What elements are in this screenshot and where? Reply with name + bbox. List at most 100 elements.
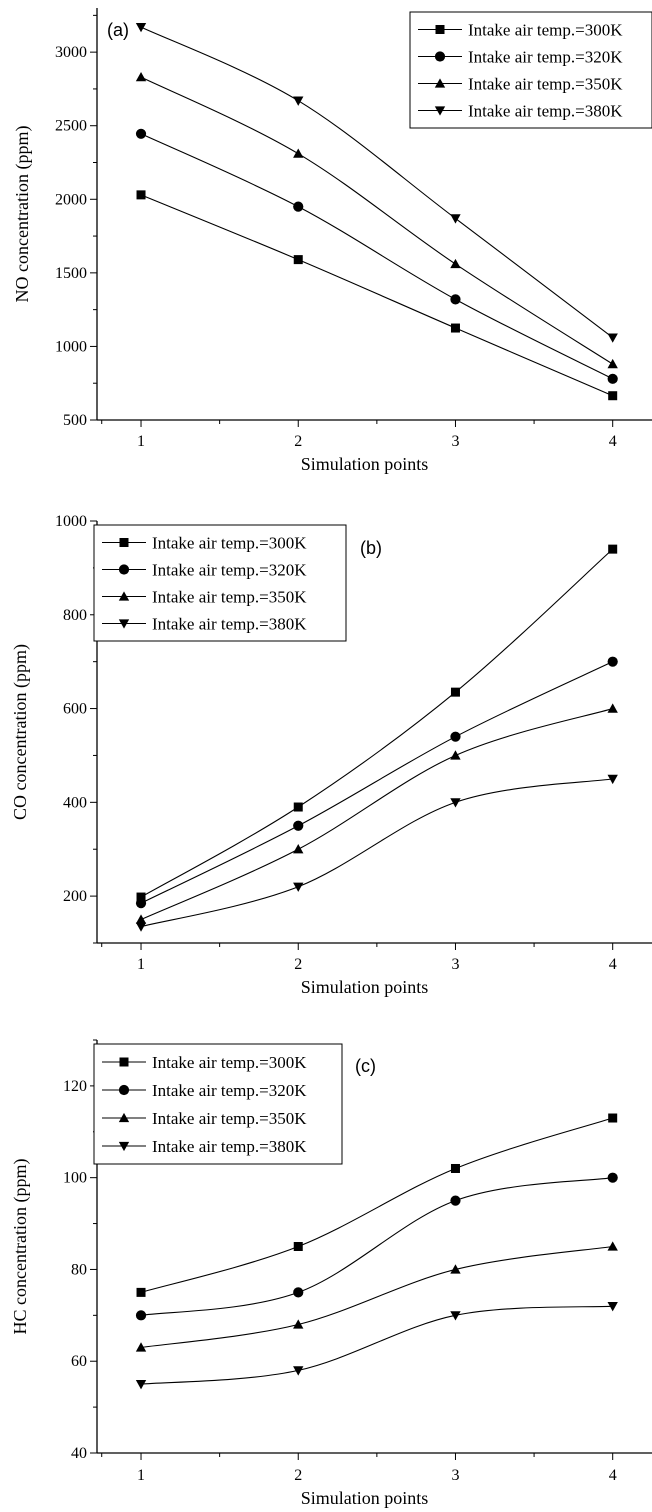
x-tick-label: 2 — [294, 956, 302, 973]
x-tick-label: 4 — [609, 1467, 617, 1484]
series-line-3 — [140, 708, 613, 921]
data-point-series-4 — [135, 922, 147, 932]
y-tick-label: 500 — [63, 412, 87, 429]
y-axis-label: CO concentration (ppm) — [10, 644, 31, 820]
panel-label: (c) — [355, 1056, 376, 1076]
x-tick-label: 2 — [294, 1467, 302, 1484]
series-line-2 — [140, 133, 613, 380]
data-point-series-3 — [293, 844, 304, 854]
data-point-series-3 — [607, 358, 618, 369]
legend-marker — [119, 538, 129, 547]
y-tick-label: 100 — [63, 1170, 87, 1187]
data-point-series-1 — [293, 1242, 303, 1251]
legend-marker — [434, 51, 446, 62]
x-tick-label: 1 — [137, 433, 145, 450]
legend-marker — [118, 1141, 130, 1152]
data-point-series-3 — [293, 148, 304, 158]
series-line-1 — [140, 194, 613, 397]
y-tick-label: 80 — [71, 1261, 87, 1278]
legend-label: Intake air temp.=350K — [152, 588, 307, 607]
legend-label: Intake air temp.=380K — [152, 1137, 307, 1156]
series-line-4 — [140, 1305, 613, 1385]
legend-label: Intake air temp.=380K — [468, 102, 623, 121]
chart-panel-1: 500 1000 1500 2000 2500 3000 1 2 3 4 Simulation po… — [12, 8, 652, 474]
data-point-series-3 — [135, 914, 147, 924]
series-line-4 — [140, 778, 613, 928]
x-tick-label: 4 — [609, 433, 617, 450]
data-point-series-2 — [135, 898, 147, 909]
data-point-series-2 — [293, 1287, 304, 1298]
legend-label: Intake air temp.=300K — [152, 1053, 307, 1072]
legend-label: Intake air temp.=320K — [468, 48, 623, 67]
x-tick-label: 1 — [137, 1467, 145, 1484]
data-point-series-1 — [608, 1113, 618, 1123]
y-tick-label: 1000 — [55, 513, 87, 530]
chart-panel-2: 200 400 600 800 1000 1 2 3 4 Simulation points CO … — [10, 513, 652, 997]
data-point-series-3 — [450, 750, 461, 760]
legend-label: Intake air temp.=300K — [152, 534, 307, 553]
data-point-series-3 — [450, 1264, 461, 1274]
legend-marker — [435, 25, 445, 34]
legend-label: Intake air temp.=320K — [152, 1081, 307, 1100]
data-point-series-1 — [608, 544, 618, 554]
data-point-series-3 — [607, 1241, 618, 1251]
y-tick-label: 400 — [63, 794, 87, 811]
legend-label: Intake air temp.=300K — [468, 21, 623, 40]
data-point-series-2 — [607, 1172, 618, 1183]
legend-marker — [434, 106, 446, 116]
legend-marker — [118, 619, 130, 629]
x-tick-label: 2 — [294, 433, 302, 450]
y-tick-label: 3000 — [55, 44, 87, 61]
data-point-series-4 — [135, 22, 147, 33]
series-line-1 — [140, 1117, 613, 1293]
data-point-series-1 — [136, 1287, 146, 1297]
legend-label: Intake air temp.=350K — [468, 75, 623, 94]
legend-box — [93, 524, 347, 642]
series-line-1 — [140, 548, 614, 898]
data-point-series-2 — [293, 820, 304, 831]
legend-marker — [119, 1057, 129, 1067]
legend-label: Intake air temp.=350K — [152, 1109, 307, 1128]
legend-marker — [118, 1112, 130, 1123]
data-point-series-3 — [293, 1319, 304, 1329]
x-axis-label: Simulation points — [301, 977, 429, 997]
series-line-3 — [140, 1245, 613, 1349]
y-tick-label: 120 — [63, 1078, 87, 1095]
data-point-series-1 — [293, 255, 303, 265]
legend-box — [93, 1043, 343, 1165]
legend-marker — [118, 1084, 130, 1096]
data-point-series-4 — [450, 214, 461, 224]
data-point-series-2 — [135, 128, 147, 139]
legend-label: Intake air temp.=380K — [152, 615, 307, 634]
data-point-series-4 — [293, 1366, 304, 1376]
x-axis-label: Simulation points — [301, 454, 429, 474]
y-tick-label: 600 — [63, 701, 87, 718]
y-tick-label: 2500 — [55, 118, 87, 135]
data-point-series-1 — [608, 391, 618, 401]
data-point-series-2 — [450, 1195, 461, 1206]
series-line-4 — [140, 26, 614, 339]
data-point-series-1 — [136, 892, 146, 902]
series-line-2 — [140, 1177, 613, 1316]
y-tick-label: 1000 — [55, 338, 87, 355]
data-point-series-2 — [450, 731, 461, 742]
series-line-2 — [140, 661, 613, 904]
legend-marker — [118, 591, 130, 601]
data-point-series-4 — [607, 774, 618, 785]
data-point-series-1 — [450, 323, 460, 333]
y-tick-label: 800 — [63, 607, 87, 624]
data-point-series-1 — [450, 1163, 460, 1173]
y-tick-label: 200 — [63, 888, 87, 905]
legend-box — [409, 11, 652, 129]
data-point-series-3 — [135, 1342, 147, 1352]
data-point-series-1 — [136, 190, 146, 200]
data-point-series-3 — [450, 258, 461, 269]
x-tick-label: 4 — [609, 956, 617, 973]
data-point-series-4 — [450, 1311, 461, 1321]
x-axis-label: Simulation points — [301, 1488, 429, 1508]
data-point-series-4 — [293, 882, 304, 892]
data-point-series-2 — [450, 294, 461, 305]
y-tick-label: 2000 — [55, 191, 87, 208]
data-point-series-4 — [293, 96, 304, 106]
data-point-series-2 — [293, 201, 304, 212]
